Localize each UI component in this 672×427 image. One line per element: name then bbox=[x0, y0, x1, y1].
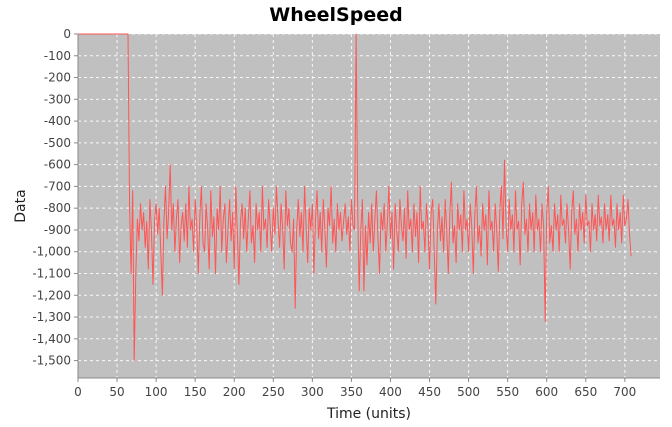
axes bbox=[77, 34, 660, 379]
x-tick-label-5: 250 bbox=[262, 385, 285, 399]
y-tick-label-11: -1,100 bbox=[32, 266, 71, 280]
y-axis-ticks: 0 -100 -200 -300 -400 -500 -600 -700 -800 -900 -1,… bbox=[32, 27, 78, 368]
x-tick-label-11: 550 bbox=[496, 385, 519, 399]
x-tick-label-4: 200 bbox=[223, 385, 246, 399]
x-tick-label-8: 400 bbox=[379, 385, 402, 399]
x-tick-label-13: 650 bbox=[574, 385, 597, 399]
series-line-0 bbox=[78, 33, 632, 362]
y-tick-label-10: -1,000 bbox=[32, 245, 71, 259]
x-tick-label-14: 700 bbox=[613, 385, 636, 399]
series-layer bbox=[78, 33, 632, 362]
y-tick-label-5: -500 bbox=[44, 136, 71, 150]
y-tick-label-12: -1,200 bbox=[32, 288, 71, 302]
x-axis-ticks: 0 50 100 150 200 250 300 350 400 450 500 550 600 650 7… bbox=[74, 378, 636, 399]
y-tick-label-15: -1,500 bbox=[32, 354, 71, 368]
x-tick-label-0: 0 bbox=[74, 385, 82, 399]
y-axis-title: Data bbox=[13, 189, 29, 222]
y-tick-label-14: -1,400 bbox=[32, 332, 71, 346]
y-tick-label-1: -100 bbox=[44, 49, 71, 63]
x-tick-label-2: 100 bbox=[145, 385, 168, 399]
x-tick-label-12: 600 bbox=[535, 385, 558, 399]
chart-title: WheelSpeed bbox=[269, 4, 402, 26]
x-tick-label-9: 450 bbox=[418, 385, 441, 399]
y-tick-label-8: -800 bbox=[44, 201, 71, 215]
x-tick-label-1: 50 bbox=[109, 385, 124, 399]
y-tick-label-13: -1,300 bbox=[32, 310, 71, 324]
y-tick-label-4: -400 bbox=[44, 114, 71, 128]
y-tick-label-9: -900 bbox=[44, 223, 71, 237]
x-tick-label-10: 500 bbox=[457, 385, 480, 399]
x-tick-label-3: 150 bbox=[184, 385, 207, 399]
x-tick-label-6: 300 bbox=[301, 385, 324, 399]
x-axis-title: Time (units) bbox=[326, 406, 411, 422]
y-tick-label-7: -700 bbox=[44, 179, 71, 193]
y-tick-label-6: -600 bbox=[44, 158, 71, 172]
x-tick-label-7: 350 bbox=[340, 385, 363, 399]
plot-background bbox=[78, 34, 660, 378]
grid-lines bbox=[77, 33, 660, 378]
y-tick-label-2: -200 bbox=[44, 71, 71, 85]
y-tick-label-3: -300 bbox=[44, 92, 71, 106]
y-tick-label-0: 0 bbox=[63, 27, 71, 41]
